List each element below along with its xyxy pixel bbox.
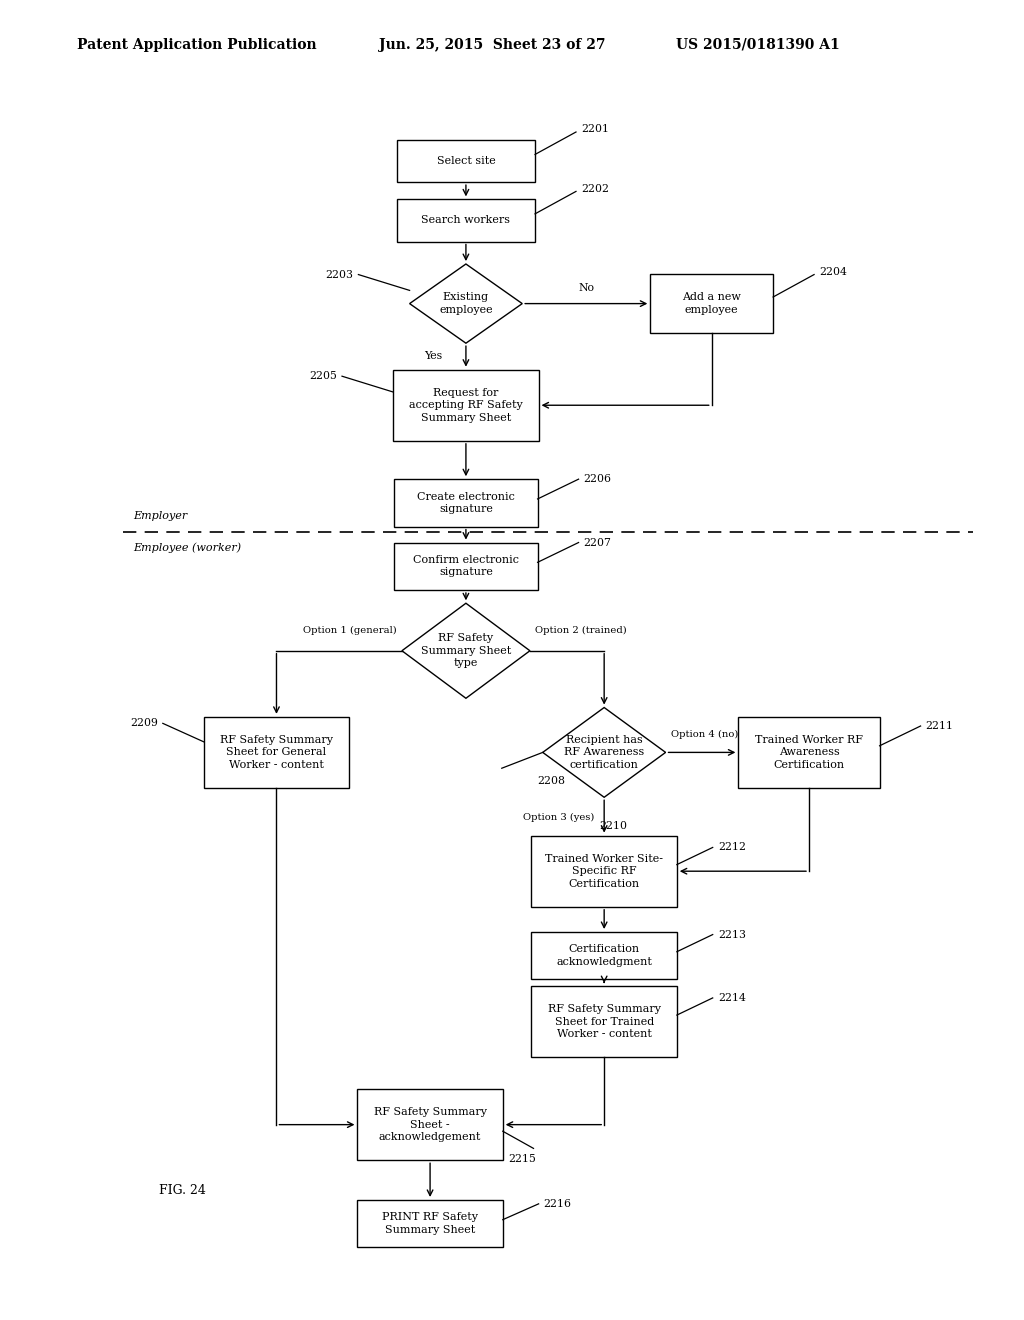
Text: Jun. 25, 2015  Sheet 23 of 27: Jun. 25, 2015 Sheet 23 of 27 <box>379 38 605 51</box>
Text: Option 2 (trained): Option 2 (trained) <box>536 626 627 635</box>
Text: 2203: 2203 <box>326 269 353 280</box>
Bar <box>357 1200 503 1247</box>
Text: Option 3 (yes): Option 3 (yes) <box>522 813 594 822</box>
Bar <box>397 199 535 242</box>
Text: RF Safety Summary
Sheet for Trained
Worker - content: RF Safety Summary Sheet for Trained Work… <box>548 1005 660 1039</box>
Text: 2214: 2214 <box>718 993 745 1003</box>
Text: 2207: 2207 <box>584 537 611 548</box>
Text: 2216: 2216 <box>544 1199 571 1209</box>
Text: RF Safety Summary
Sheet -
acknowledgement: RF Safety Summary Sheet - acknowledgemen… <box>374 1107 486 1142</box>
Text: 2205: 2205 <box>309 371 337 381</box>
Text: Patent Application Publication: Patent Application Publication <box>77 38 316 51</box>
Text: 2210: 2210 <box>599 821 627 832</box>
Text: Request for
accepting RF Safety
Summary Sheet: Request for accepting RF Safety Summary … <box>409 388 523 422</box>
Text: US 2015/0181390 A1: US 2015/0181390 A1 <box>676 38 840 51</box>
Text: Certification
acknowledgment: Certification acknowledgment <box>556 945 652 966</box>
Text: 2206: 2206 <box>584 474 611 484</box>
Bar <box>204 717 349 788</box>
Text: Select site: Select site <box>436 156 496 166</box>
Text: Add a new
employee: Add a new employee <box>682 293 741 314</box>
Text: RF Safety
Summary Sheet
type: RF Safety Summary Sheet type <box>421 634 511 668</box>
Text: Yes: Yes <box>424 351 442 362</box>
Text: 2211: 2211 <box>926 721 953 731</box>
Text: Trained Worker Site-
Specific RF
Certification: Trained Worker Site- Specific RF Certifi… <box>545 854 664 888</box>
Bar <box>397 140 535 182</box>
Text: 2209: 2209 <box>130 718 158 729</box>
Text: Option 4 (no): Option 4 (no) <box>671 730 738 739</box>
Text: Recipient has
RF Awareness
certification: Recipient has RF Awareness certification <box>564 735 644 770</box>
Text: 2204: 2204 <box>819 267 847 277</box>
Text: Trained Worker RF
Awareness
Certification: Trained Worker RF Awareness Certificatio… <box>755 735 863 770</box>
Text: 2213: 2213 <box>718 929 745 940</box>
Text: 2201: 2201 <box>582 124 609 135</box>
Bar <box>531 836 677 907</box>
Bar <box>531 986 677 1057</box>
Text: Employer: Employer <box>133 511 187 521</box>
Bar <box>738 717 880 788</box>
Text: Create electronic
signature: Create electronic signature <box>417 492 515 513</box>
Text: 2202: 2202 <box>582 183 609 194</box>
Text: Option 1 (general): Option 1 (general) <box>303 626 397 635</box>
Text: 2212: 2212 <box>718 842 745 853</box>
Bar <box>357 1089 503 1160</box>
Polygon shape <box>410 264 522 343</box>
Text: Existing
employee: Existing employee <box>439 293 493 314</box>
Text: Confirm electronic
signature: Confirm electronic signature <box>413 556 519 577</box>
Text: 2208: 2208 <box>538 776 565 787</box>
Polygon shape <box>543 708 666 797</box>
Bar <box>393 370 539 441</box>
Bar <box>394 479 538 527</box>
Bar <box>650 273 773 333</box>
Polygon shape <box>401 603 530 698</box>
Text: PRINT RF Safety
Summary Sheet: PRINT RF Safety Summary Sheet <box>382 1213 478 1234</box>
Text: Employee (worker): Employee (worker) <box>133 543 242 553</box>
Text: 2215: 2215 <box>508 1154 536 1164</box>
Bar <box>531 932 677 979</box>
Bar <box>394 543 538 590</box>
Text: Search workers: Search workers <box>422 215 510 226</box>
Text: No: No <box>579 282 594 293</box>
Text: FIG. 24: FIG. 24 <box>159 1184 206 1197</box>
Text: RF Safety Summary
Sheet for General
Worker - content: RF Safety Summary Sheet for General Work… <box>220 735 333 770</box>
